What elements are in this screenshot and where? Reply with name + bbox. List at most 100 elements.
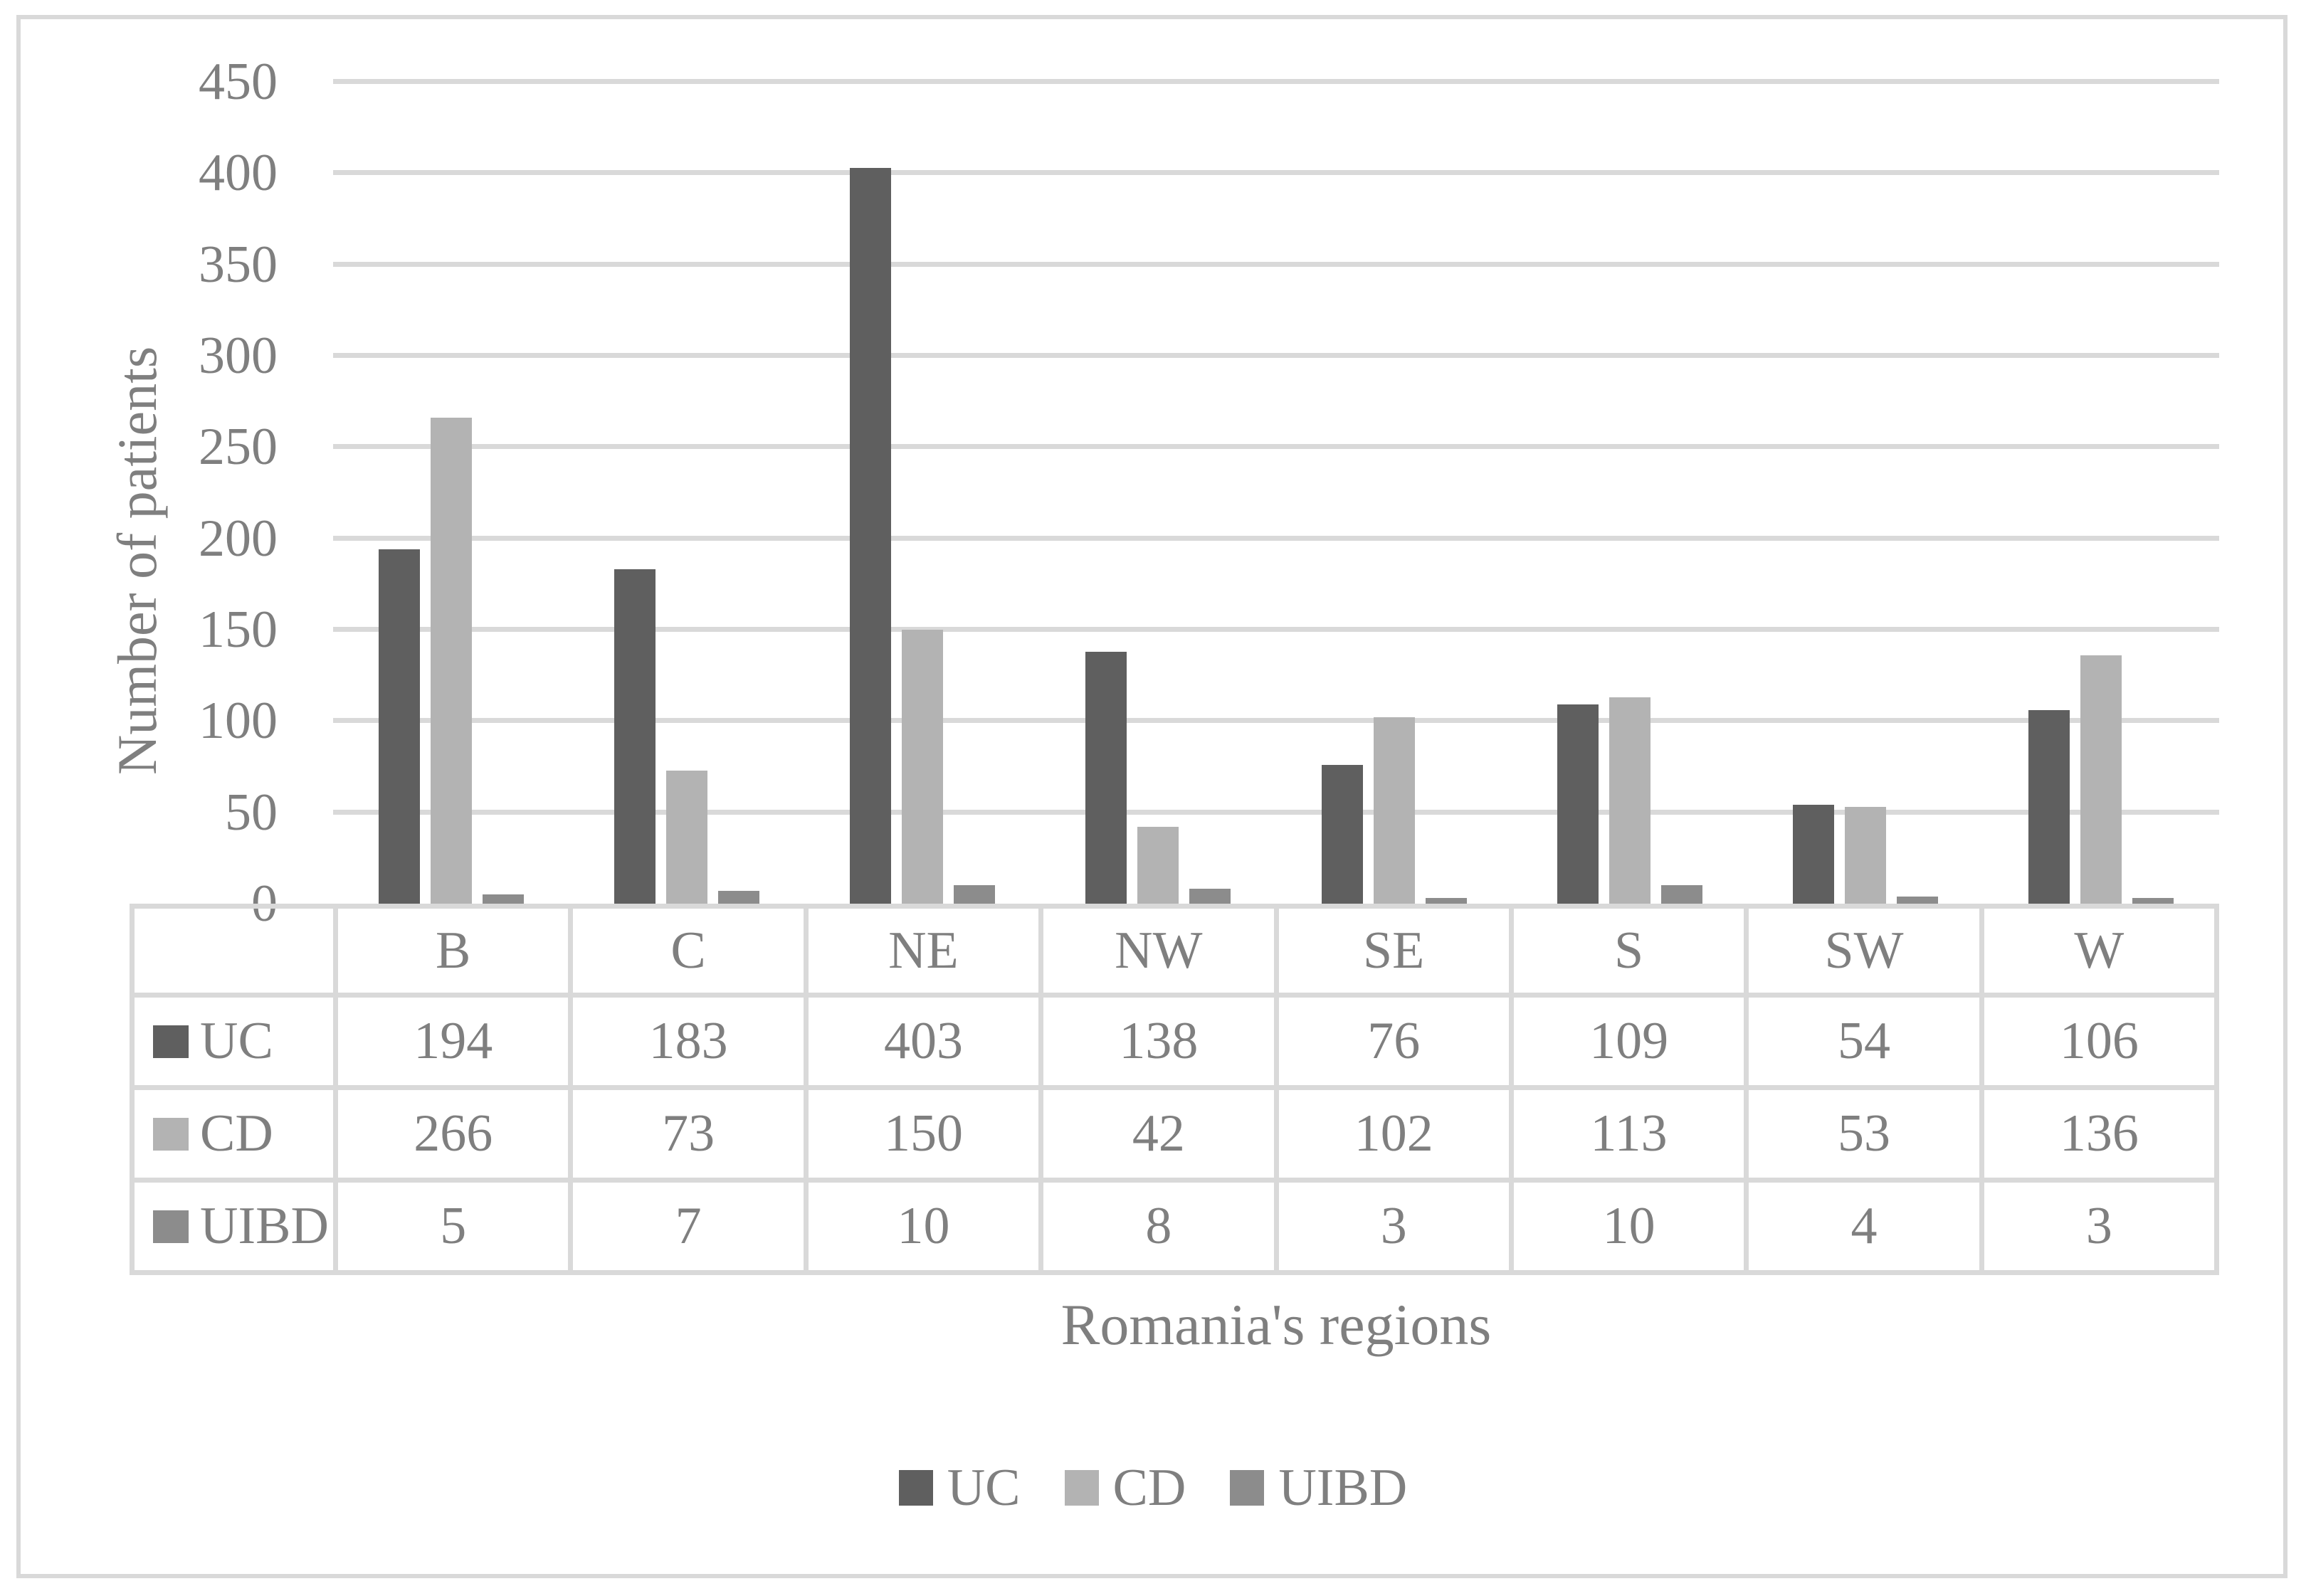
data-table-header-row: B C NE NW SE S SW W bbox=[130, 904, 2220, 998]
gridline-300 bbox=[333, 353, 2219, 358]
column-header-B: B bbox=[332, 904, 574, 998]
y-tick-label-150: 150 bbox=[199, 601, 278, 659]
gridline-150 bbox=[333, 627, 2219, 632]
y-axis-tick-labels: 0 50 100 150 200 250 300 350 400 450 bbox=[0, 53, 278, 933]
cell-UIBD-C: 7 bbox=[568, 1178, 809, 1275]
cell-CD-S: 113 bbox=[1508, 1085, 1749, 1183]
bar-UIBD-NW bbox=[1189, 889, 1231, 904]
row-label-text-UC: UC bbox=[200, 1012, 273, 1070]
row-label-CD: CD bbox=[130, 1085, 338, 1183]
data-table: B C NE NW SE S SW W UC 194 183 403 138 76 109 54 106 CD 2… bbox=[130, 904, 2220, 1275]
bar-group-NE bbox=[805, 82, 1041, 904]
legend-swatch-icon-UIBD bbox=[1230, 1470, 1265, 1506]
column-header-W: W bbox=[1979, 904, 2220, 998]
data-table-body: UC 194 183 403 138 76 109 54 106 CD 266 73 150 42 102 1… bbox=[130, 993, 2220, 1275]
plot-area bbox=[333, 79, 2219, 904]
data-table-wrap: B C NE NW SE S SW W UC 194 183 403 138 76 109 54 106 CD 2… bbox=[130, 904, 2220, 1275]
data-table-header: B C NE NW SE S SW W bbox=[130, 904, 2220, 998]
table-row-CD: CD 266 73 150 42 102 113 53 136 bbox=[130, 1085, 2220, 1183]
y-tick-label-100: 100 bbox=[199, 692, 278, 751]
bar-UIBD-S bbox=[1660, 885, 1702, 904]
bar-UC-W bbox=[2028, 709, 2070, 904]
row-label-text-UIBD: UIBD bbox=[200, 1197, 329, 1255]
series-key-icon-UC bbox=[153, 1025, 189, 1059]
bar-UIBD-W bbox=[2132, 898, 2174, 904]
legend-label-UC: UC bbox=[947, 1458, 1021, 1517]
cell-UIBD-W: 3 bbox=[1979, 1178, 2220, 1275]
legend-label-CD: CD bbox=[1112, 1458, 1186, 1517]
cell-UC-NE: 403 bbox=[803, 993, 1044, 1090]
cell-UIBD-NE: 10 bbox=[803, 1178, 1044, 1275]
bar-group-W bbox=[1984, 82, 2219, 904]
column-header-SE: SE bbox=[1273, 904, 1514, 998]
bar-UIBD-B bbox=[482, 894, 524, 904]
bar-group-S bbox=[1512, 82, 1747, 904]
bar-UC-B bbox=[378, 549, 420, 904]
bar-CD-C bbox=[665, 770, 707, 904]
bar-group-SE bbox=[1276, 82, 1512, 904]
cell-UIBD-SW: 4 bbox=[1744, 1178, 1984, 1275]
cell-UC-C: 183 bbox=[568, 993, 809, 1090]
column-header-NW: NW bbox=[1038, 904, 1279, 998]
cell-CD-NW: 42 bbox=[1038, 1085, 1279, 1183]
cell-UIBD-S: 10 bbox=[1508, 1178, 1749, 1275]
column-header-S: S bbox=[1508, 904, 1749, 998]
bar-CD-NW bbox=[1137, 827, 1179, 904]
gridline-350 bbox=[333, 261, 2219, 267]
cell-CD-C: 73 bbox=[568, 1085, 809, 1183]
cell-CD-B: 266 bbox=[332, 1085, 574, 1183]
series-key-icon-CD bbox=[153, 1118, 189, 1151]
gridline-450 bbox=[333, 79, 2219, 84]
y-tick-label-450: 450 bbox=[199, 53, 278, 111]
y-tick-label-350: 350 bbox=[199, 235, 278, 294]
bar-CD-SE bbox=[1373, 717, 1415, 904]
bar-CD-S bbox=[1609, 697, 1650, 904]
legend-item-UIBD: UIBD bbox=[1230, 1458, 1407, 1518]
legend-label-UIBD: UIBD bbox=[1278, 1458, 1408, 1517]
cell-UC-W: 106 bbox=[1979, 993, 2220, 1090]
bar-group-SW bbox=[1748, 82, 1984, 904]
bar-CD-B bbox=[430, 418, 472, 904]
y-tick-label-400: 400 bbox=[199, 144, 278, 203]
bar-CD-W bbox=[2080, 655, 2122, 904]
bar-groups bbox=[333, 82, 2219, 904]
cell-UC-B: 194 bbox=[332, 993, 574, 1090]
bar-UC-SW bbox=[1793, 805, 1835, 904]
bar-UC-S bbox=[1557, 704, 1599, 904]
gridline-250 bbox=[333, 444, 2219, 450]
cell-UC-SE: 76 bbox=[1273, 993, 1514, 1090]
data-table-corner-cell bbox=[130, 904, 338, 998]
column-header-SW: SW bbox=[1744, 904, 1984, 998]
legend-swatch-icon-CD bbox=[1064, 1470, 1099, 1506]
bar-UIBD-SW bbox=[1897, 896, 1939, 904]
cell-UIBD-NW: 8 bbox=[1038, 1178, 1279, 1275]
cell-CD-SE: 102 bbox=[1273, 1085, 1514, 1183]
bar-group-C bbox=[569, 82, 804, 904]
bar-group-NW bbox=[1041, 82, 1276, 904]
bar-UC-NE bbox=[850, 167, 892, 904]
cell-CD-NE: 150 bbox=[803, 1085, 1044, 1183]
bar-group-B bbox=[333, 82, 569, 904]
y-tick-label-250: 250 bbox=[199, 418, 278, 477]
bar-UC-SE bbox=[1321, 764, 1363, 904]
legend-swatch-icon-UC bbox=[898, 1470, 933, 1506]
legend: UC CD UIBD bbox=[0, 1456, 2306, 1520]
row-label-UIBD: UIBD bbox=[130, 1178, 338, 1275]
cell-UC-S: 109 bbox=[1508, 993, 1749, 1090]
y-tick-label-50: 50 bbox=[225, 783, 278, 842]
gridline-100 bbox=[333, 718, 2219, 724]
bar-UC-NW bbox=[1085, 651, 1127, 904]
row-label-UC: UC bbox=[130, 993, 338, 1090]
series-key-icon-UIBD bbox=[153, 1210, 189, 1244]
cell-UC-NW: 138 bbox=[1038, 993, 1279, 1090]
row-label-text-CD: CD bbox=[200, 1104, 273, 1163]
table-row-UC: UC 194 183 403 138 76 109 54 106 bbox=[130, 993, 2220, 1090]
bar-UIBD-NE bbox=[954, 885, 996, 904]
legend-item-UC: UC bbox=[898, 1458, 1021, 1518]
cell-CD-W: 136 bbox=[1979, 1085, 2220, 1183]
gridline-200 bbox=[333, 535, 2219, 541]
cell-UC-SW: 54 bbox=[1744, 993, 1984, 1090]
gridline-50 bbox=[333, 809, 2219, 815]
bar-UIBD-SE bbox=[1425, 898, 1467, 904]
cell-CD-SW: 53 bbox=[1744, 1085, 1984, 1183]
